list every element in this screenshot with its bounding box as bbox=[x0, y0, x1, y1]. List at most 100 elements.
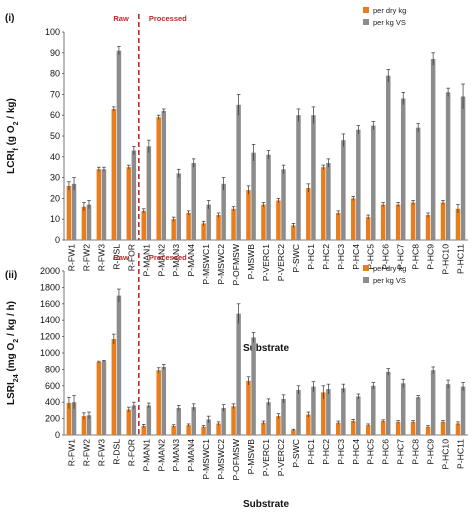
x-category-label: P-MSWB bbox=[246, 439, 256, 475]
bar-per-dry-kg-p-hc4 bbox=[350, 421, 356, 435]
bar-per-kg-vs-p-hc8 bbox=[415, 397, 421, 435]
x-category-label: P-HC5 bbox=[366, 439, 376, 465]
x-category-label: P-HC1 bbox=[306, 244, 316, 270]
y-tick-label: 2000 bbox=[40, 266, 60, 276]
bar-per-dry-kg-p-verc1 bbox=[261, 204, 266, 240]
bar-per-dry-kg-p-verc2 bbox=[276, 200, 281, 240]
bar-per-kg-vs-p-hc10 bbox=[445, 92, 451, 240]
bar-per-kg-vs-p-hc1 bbox=[311, 386, 316, 435]
x-category-label: R-FOR bbox=[126, 244, 136, 271]
bar-per-kg-vs-p-hc5 bbox=[371, 385, 376, 435]
bar-per-kg-vs-p-verc2 bbox=[281, 398, 286, 435]
bar-per-dry-kg-p-hc7 bbox=[395, 421, 401, 435]
x-category-label: R-FOR bbox=[126, 439, 136, 466]
bar-per-kg-vs-p-hc9 bbox=[430, 370, 436, 435]
bar-per-dry-kg-p-ofmsw bbox=[231, 208, 236, 240]
y-axis-title-part: / kg / h) bbox=[6, 301, 17, 339]
processed-region-label: Processed bbox=[149, 14, 187, 23]
y-tick-label: 30 bbox=[50, 173, 60, 183]
chart-panel-2: (ii) 0 200 400 600 800 1000 1200 1400 1600 1800 200… bbox=[5, 253, 468, 510]
x-category-label: P-MAN4 bbox=[186, 244, 196, 277]
bar-per-kg-vs-p-man1 bbox=[146, 405, 152, 435]
x-category-label: P-HC8 bbox=[411, 439, 421, 465]
x-category-label: P-HC1 bbox=[306, 439, 316, 465]
bar-per-kg-vs-p-man3 bbox=[176, 407, 182, 435]
y-tick-label: 50 bbox=[50, 131, 60, 141]
bar-per-kg-vs-p-swc bbox=[296, 389, 301, 435]
y-axis-title-part: LCRI bbox=[6, 150, 17, 174]
y-tick-label: 1600 bbox=[40, 299, 60, 309]
bar-per-dry-kg-r-fw2 bbox=[81, 206, 87, 240]
bar-per-dry-kg-p-hc1 bbox=[306, 188, 311, 240]
x-category-label: P-MAN1 bbox=[141, 439, 151, 472]
y-tick-label: 80 bbox=[50, 69, 60, 79]
x-category-label: P-HC3 bbox=[336, 439, 346, 465]
bar-per-kg-vs-p-verc1 bbox=[266, 402, 271, 435]
x-category-label: P-HC7 bbox=[396, 244, 406, 270]
x-category-label: P-HC9 bbox=[426, 244, 436, 270]
bar-per-dry-kg-p-hc9 bbox=[425, 426, 431, 435]
y-tick-label: 100 bbox=[45, 27, 60, 37]
bar-per-kg-vs-p-mswc2 bbox=[221, 183, 226, 240]
bar-per-dry-kg-p-hc2 bbox=[321, 167, 326, 240]
bar-per-dry-kg-p-man4 bbox=[186, 425, 191, 435]
y-tick-label: 600 bbox=[45, 381, 60, 391]
bar-per-dry-kg-p-hc5 bbox=[365, 425, 371, 435]
bar-per-dry-kg-r-fw1 bbox=[66, 185, 72, 240]
x-category-label: P-VERC1 bbox=[261, 439, 271, 476]
x-category-label: P-HC6 bbox=[381, 244, 391, 270]
bar-per-dry-kg-p-man4 bbox=[186, 212, 191, 240]
bar-per-kg-vs-r-fw1 bbox=[71, 402, 77, 435]
bar-per-kg-vs-r-fw2 bbox=[86, 204, 92, 240]
bar-per-kg-vs-p-hc7 bbox=[400, 383, 406, 435]
bar-per-dry-kg-p-hc8 bbox=[410, 202, 416, 240]
bar-per-dry-kg-p-verc1 bbox=[261, 422, 266, 435]
bar-per-dry-kg-p-hc2 bbox=[321, 392, 326, 435]
y-axis-title: LCRIf (g O2 / kg) bbox=[6, 98, 20, 174]
bar-per-kg-vs-r-dsl bbox=[116, 50, 122, 240]
bar-per-kg-vs-p-hc8 bbox=[415, 127, 421, 240]
bar-per-kg-vs-p-hc4 bbox=[356, 396, 361, 435]
y-tick-label: 1400 bbox=[40, 315, 60, 325]
bar-per-kg-vs-p-verc1 bbox=[266, 154, 271, 240]
x-category-label: R-FW3 bbox=[96, 244, 106, 271]
bar-per-kg-vs-p-hc3 bbox=[341, 140, 346, 240]
y-axis-title-subscript: 2 bbox=[13, 121, 20, 125]
bar-per-dry-kg-p-hc10 bbox=[440, 421, 446, 435]
bar-per-dry-kg-p-mswc1 bbox=[201, 223, 206, 240]
y-axis-title-part: (g O bbox=[6, 125, 17, 148]
x-category-label: P-MAN2 bbox=[156, 439, 166, 472]
bar-per-dry-kg-p-man1 bbox=[141, 210, 146, 240]
bar-per-kg-vs-p-hc2 bbox=[326, 389, 331, 435]
bar-per-kg-vs-p-man1 bbox=[146, 146, 152, 240]
y-axis-title-subscript: 24 bbox=[13, 374, 20, 382]
bar-per-dry-kg-r-for bbox=[126, 409, 132, 435]
x-category-label: P-HC8 bbox=[411, 244, 421, 270]
x-category-label: P-HC2 bbox=[321, 439, 331, 465]
raw-region-label: Raw bbox=[113, 253, 129, 262]
x-category-label: P-HC11 bbox=[456, 439, 466, 469]
bar-per-kg-vs-p-hc11 bbox=[460, 96, 466, 240]
y-tick-label: 10 bbox=[50, 214, 60, 224]
bar-per-dry-kg-r-fw1 bbox=[66, 403, 72, 435]
bar-per-dry-kg-p-hc6 bbox=[380, 421, 386, 435]
y-axis-title-part: (mg O bbox=[6, 343, 17, 375]
legend-swatch-per-kg-vs bbox=[363, 277, 369, 283]
bar-per-kg-vs-p-man3 bbox=[176, 173, 182, 240]
bar-per-dry-kg-r-fw2 bbox=[81, 416, 87, 435]
x-category-label: P-MAN2 bbox=[156, 244, 166, 277]
bar-per-kg-vs-p-man2 bbox=[161, 366, 167, 435]
legend-swatch-per-kg-vs bbox=[363, 19, 369, 25]
x-category-label: P-OFMSW bbox=[231, 243, 241, 285]
bar-per-kg-vs-r-fw3 bbox=[101, 361, 107, 435]
legend-label-per-dry-kg: per dry kg bbox=[373, 6, 406, 15]
bar-per-dry-kg-p-hc11 bbox=[455, 208, 461, 240]
bar-per-dry-kg-p-verc2 bbox=[276, 416, 281, 435]
bar-per-kg-vs-r-for bbox=[131, 405, 137, 435]
bar-per-kg-vs-p-man2 bbox=[161, 111, 167, 240]
bar-per-kg-vs-p-hc10 bbox=[445, 384, 451, 435]
y-tick-label: 0 bbox=[55, 235, 60, 245]
x-category-label: P-MSWC2 bbox=[216, 439, 226, 480]
